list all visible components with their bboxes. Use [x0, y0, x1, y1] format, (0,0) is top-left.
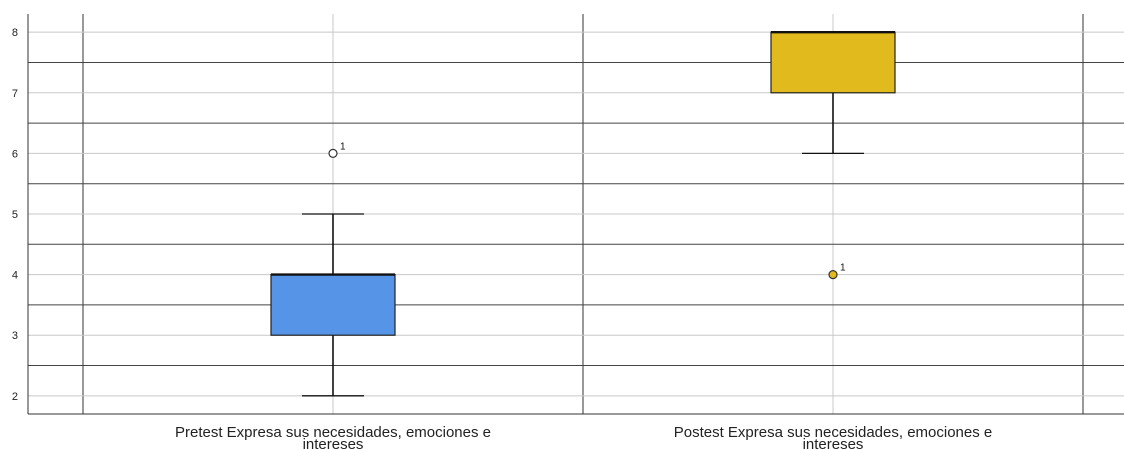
category-label-line: intereses	[303, 436, 364, 450]
y-tick-label: 3	[12, 330, 18, 342]
y-tick-label: 6	[12, 148, 18, 160]
category-label: Pretest Expresa sus necesidades, emocion…	[175, 424, 491, 450]
y-axis: 2 3 4 5 6 7 8	[12, 14, 1124, 415]
grid-lines	[28, 14, 1124, 414]
category-label-line: Postest Expresa sus necesidades, emocion…	[674, 424, 993, 441]
category-label-line: Pretest Expresa sus necesidades, emocion…	[175, 424, 491, 441]
x-axis-labels: Pretest Expresa sus necesidades, emocion…	[175, 424, 992, 450]
outlier-label: 1	[340, 141, 346, 152]
y-tick-label: 2	[12, 391, 18, 403]
category-label-line: intereses	[803, 436, 864, 450]
box-series: 11	[270, 30, 896, 397]
y-tick-label: 7	[12, 88, 18, 100]
outlier-label: 1	[840, 263, 846, 274]
box-group: 1	[770, 30, 896, 280]
y-tick-label: 5	[12, 209, 18, 221]
box-group: 1	[270, 141, 396, 397]
y-tick-label: 4	[12, 270, 18, 282]
category-label: Postest Expresa sus necesidades, emocion…	[674, 424, 993, 450]
iqr-box	[770, 31, 896, 94]
y-tick-label: 8	[12, 27, 18, 39]
outlier-point	[328, 148, 338, 158]
iqr-box	[270, 274, 396, 336]
outlier-point	[828, 270, 838, 280]
